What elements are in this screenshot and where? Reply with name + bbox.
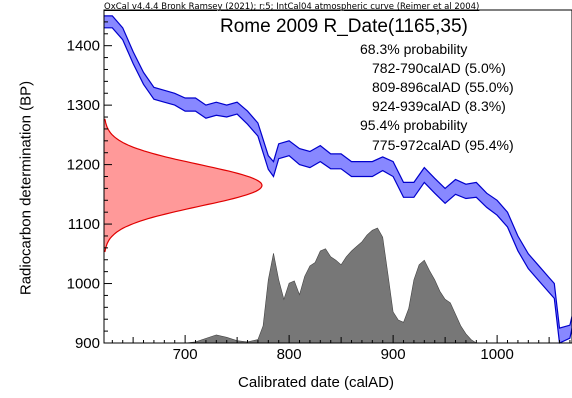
y-tick-label: 1200 xyxy=(67,157,100,174)
annotation-range-924-939: 924-939calAD (8.3%) xyxy=(372,98,506,114)
calibrated-probability-area xyxy=(185,227,477,344)
y-tick-label: 1100 xyxy=(68,216,100,233)
y-axis-label: Radiocarbon determination (BP) xyxy=(17,80,35,296)
x-axis-label: Calibrated date (calAD) xyxy=(238,374,394,391)
y-tick-label: 1300 xyxy=(67,97,100,114)
radiocarbon-distribution-outline xyxy=(104,118,263,253)
calibration-curve-lower xyxy=(104,27,572,344)
annotation-range-782-790: 782-790calAD (5.0%) xyxy=(372,60,506,76)
calibration-curve-upper xyxy=(104,15,572,329)
software-header: OxCal v4.4.4 Bronk Ramsey (2021); r:5; I… xyxy=(104,2,480,12)
y-tick-label: 1400 xyxy=(67,38,100,55)
annotation-68-probability: 68.3% probability xyxy=(360,41,468,57)
chart-title: Rome 2009 R_Date(1165,35) xyxy=(220,16,468,37)
x-tick-label: 700 xyxy=(173,346,198,363)
annotation-range-775-972: 775-972calAD (95.4%) xyxy=(372,137,514,153)
y-tick-label: 1000 xyxy=(67,276,100,293)
annotation-95-probability: 95.4% probability xyxy=(360,117,468,133)
annotation-range-809-896: 809-896calAD (55.0%) xyxy=(372,79,514,95)
x-tick-label: 1000 xyxy=(480,346,513,363)
x-tick-label: 900 xyxy=(381,346,406,363)
radiocarbon-distribution xyxy=(104,118,262,252)
y-tick-label: 900 xyxy=(75,335,100,352)
x-tick-label: 800 xyxy=(277,346,302,363)
